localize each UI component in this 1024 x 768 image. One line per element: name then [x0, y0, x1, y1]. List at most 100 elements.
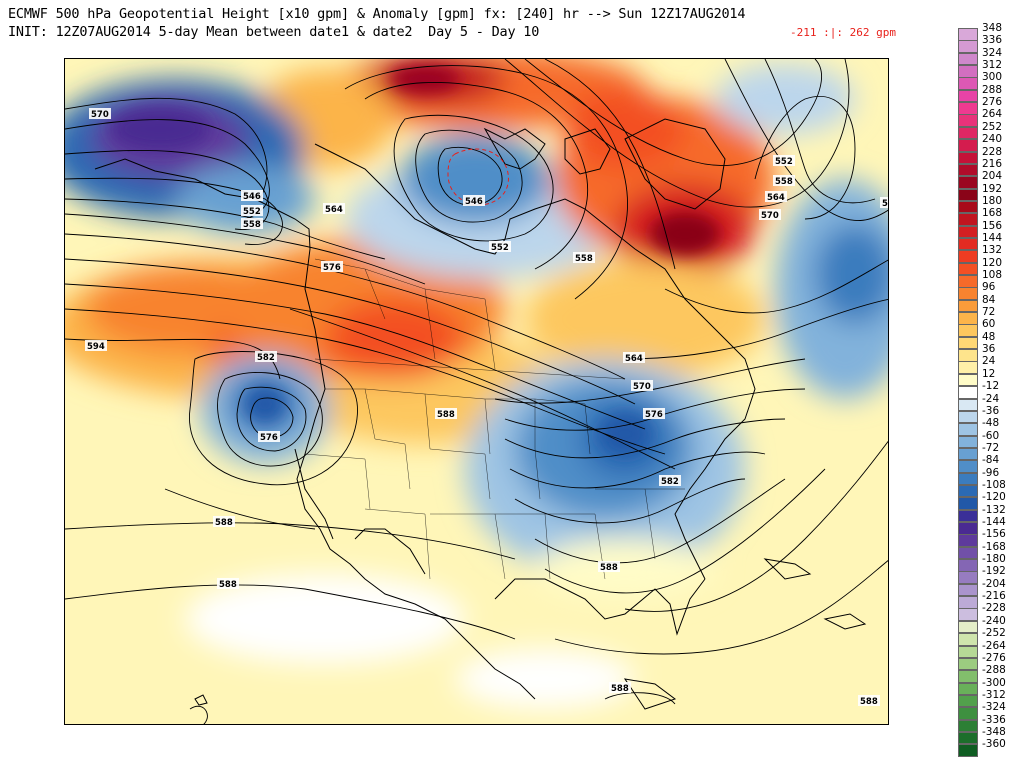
legend-swatch	[958, 225, 978, 239]
legend-label: 156	[982, 219, 1003, 232]
legend-label: 108	[982, 269, 1003, 281]
legend-swatch	[958, 77, 978, 90]
legend-swatch	[958, 126, 978, 140]
legend-swatch	[958, 163, 978, 177]
legend-swatch	[958, 571, 978, 584]
legend-swatch	[958, 620, 978, 634]
legend-label: 336	[982, 34, 1003, 47]
chart-title: ECMWF 500 hPa Geopotential Height [x10 g…	[8, 6, 746, 22]
legend-label: -168	[982, 540, 1006, 553]
legend-swatch	[958, 497, 978, 510]
contour-label: 576	[323, 263, 341, 273]
contour-label: 582	[661, 477, 679, 487]
contour-label: 570	[761, 211, 779, 221]
legend-swatch	[958, 52, 978, 66]
contour-label: 582	[257, 353, 275, 363]
legend-label: -288	[982, 664, 1006, 677]
legend-label: -276	[982, 651, 1006, 664]
legend-label: -324	[982, 701, 1006, 714]
map-canvas: 570 546 552 558 564 576 594 582 576 588 …	[65, 59, 888, 724]
legend-label: -120	[982, 491, 1006, 504]
legend-swatch	[958, 707, 978, 720]
legend-label: -336	[982, 713, 1006, 726]
anomaly-range-readout: -211 :|: 262 gpm	[790, 26, 896, 39]
legend-swatch	[958, 484, 978, 498]
legend-swatch	[958, 324, 978, 337]
chart-subtitle: INIT: 12Z07AUG2014 5-day Mean between da…	[8, 24, 540, 40]
contour-label: 558	[243, 220, 261, 230]
legend-label: 180	[982, 194, 1003, 207]
legend-swatch	[958, 633, 978, 646]
legend-label: 216	[982, 157, 1003, 170]
legend-swatch	[958, 139, 978, 152]
legend-label: -216	[982, 590, 1006, 603]
legend-swatch	[958, 386, 978, 399]
legend-swatch	[958, 275, 978, 288]
legend-swatch	[958, 694, 978, 708]
legend-swatch	[958, 336, 978, 350]
legend-swatch	[958, 645, 978, 658]
legend-label: 72	[982, 306, 996, 319]
legend-swatch	[958, 65, 978, 78]
legend-label: 288	[982, 83, 1003, 96]
legend-label: 36	[982, 343, 996, 356]
legend-label: -84	[982, 454, 1000, 467]
map-panel: 570 546 552 558 564 576 594 582 576 588 …	[64, 58, 889, 725]
legend-label: 144	[982, 231, 1003, 244]
contour-label: 5	[882, 199, 888, 209]
legend-label: 168	[982, 207, 1003, 220]
legend-label: -180	[982, 553, 1006, 566]
legend-swatch	[958, 262, 978, 276]
legend-label: 24	[982, 355, 996, 368]
legend-swatch	[958, 522, 978, 535]
legend-swatch	[958, 287, 978, 300]
legend-swatch	[958, 423, 978, 436]
contour-label: 564	[625, 354, 643, 364]
contour-label: 594	[87, 342, 105, 352]
legend-swatch	[958, 447, 978, 461]
contour-label: 546	[465, 197, 483, 207]
legend-swatch	[958, 509, 978, 523]
legend-label: 348	[982, 22, 1003, 34]
legend-label: -264	[982, 639, 1006, 652]
legend-label: -36	[982, 404, 1000, 417]
legend-swatch	[958, 670, 978, 683]
legend-swatch	[958, 472, 978, 486]
contour-label: 588	[611, 684, 629, 694]
legend-swatch	[958, 608, 978, 621]
legend-label: -240	[982, 614, 1006, 627]
legend-swatch	[958, 534, 978, 547]
contour-label: 552	[491, 243, 509, 253]
legend-label: -204	[982, 577, 1006, 590]
legend-label: 132	[982, 244, 1003, 257]
legend-swatch	[958, 299, 978, 313]
legend-swatch	[958, 250, 978, 263]
contour-label: 546	[243, 192, 261, 202]
legend-label: -96	[982, 466, 1000, 479]
contour-label: 588	[215, 518, 233, 528]
legend-label: -192	[982, 565, 1006, 578]
legend-label: 312	[982, 59, 1003, 72]
contour-label: 564	[767, 193, 785, 203]
legend-label: 276	[982, 96, 1003, 109]
legend-label: -312	[982, 688, 1006, 701]
legend-label: 12	[982, 367, 996, 380]
legend-swatch	[958, 40, 978, 53]
legend-label: -72	[982, 441, 1000, 454]
legend-swatch	[958, 114, 978, 127]
legend-swatch	[958, 237, 978, 251]
contour-label: 558	[575, 254, 593, 264]
contour-label: 588	[437, 410, 455, 420]
legend-swatch	[958, 460, 978, 473]
legend-swatch	[958, 657, 978, 671]
contour-label: 576	[645, 410, 663, 420]
contour-label: 570	[633, 382, 651, 392]
legend-swatch	[958, 583, 978, 597]
legend-swatch	[958, 731, 978, 745]
legend-label: 84	[982, 293, 996, 306]
legend-swatch	[958, 410, 978, 424]
legend-label: 48	[982, 330, 996, 343]
legend-label: 300	[982, 71, 1003, 84]
legend-swatch	[958, 102, 978, 115]
anomaly-core	[110, 65, 720, 454]
